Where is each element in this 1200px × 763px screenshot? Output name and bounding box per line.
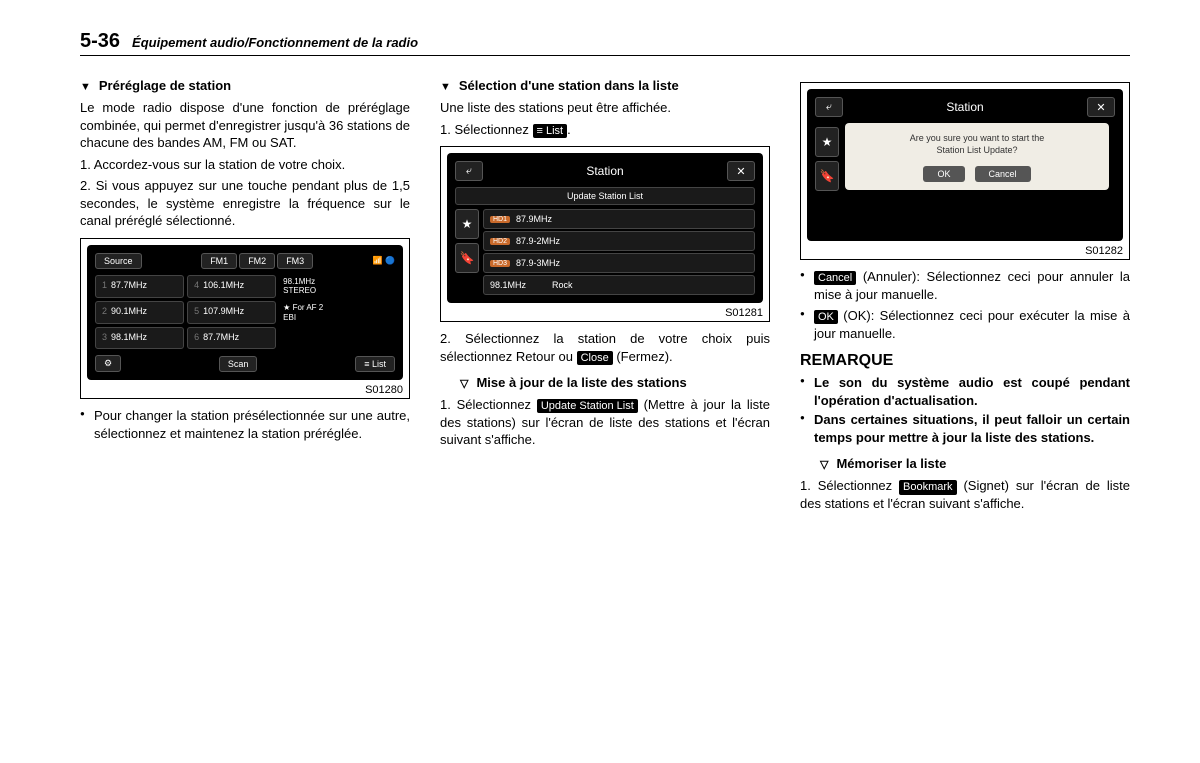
remarque-1: Le son du système audio est coupé pendan…: [800, 374, 1130, 409]
page-number: 5-36: [80, 30, 120, 53]
preset-desc: Le mode radio dispose d'une fonction de …: [80, 99, 410, 152]
screenshot-1-id: S01280: [87, 384, 403, 396]
station-title: Station: [946, 100, 983, 114]
list-inline-button: ≡ List: [533, 124, 568, 138]
screenshot-1-frame: Source FM1 FM2 FM3 📶 🔵 187.7MHz 4106.1MH…: [80, 238, 410, 399]
screenshot-2: ⤶ Station ✕ Update Station List ★ 🔖 HD18…: [447, 153, 763, 303]
cancel-button[interactable]: Cancel: [975, 166, 1031, 182]
station-title: Station: [586, 164, 623, 178]
preset-6[interactable]: 687.7MHz: [187, 327, 276, 349]
now-playing-info: 98.1MHz STEREO: [279, 275, 395, 298]
fm2-tab[interactable]: FM2: [239, 253, 275, 269]
fm3-tab[interactable]: FM3: [277, 253, 313, 269]
preset-step1: 1. Accordez-vous sur la station de votre…: [80, 156, 410, 174]
ok-inline-button: OK: [814, 310, 838, 324]
preset-3[interactable]: 398.1MHz: [95, 327, 184, 349]
column-3: ⤶ Station ✕ ★ 🔖 Are you sure you want to…: [800, 74, 1130, 516]
preset-4[interactable]: 4106.1MHz: [187, 275, 276, 298]
ok-button[interactable]: OK: [923, 166, 964, 182]
dialog-message: Are you sure you want to start the Stati…: [853, 133, 1101, 156]
select-list-title: Sélection d'une station dans la liste: [440, 78, 770, 93]
preset-change-note: Pour changer la station présélectionnée …: [80, 407, 410, 442]
back-button[interactable]: ⤶: [815, 97, 843, 117]
header-title: Équipement audio/Fonctionnement de la ra…: [132, 35, 418, 50]
select-list-step2: 2. Sélectionnez la station de votre choi…: [440, 330, 770, 365]
remarque-2: Dans certaines situations, il peut fallo…: [800, 411, 1130, 446]
columns: Préréglage de station Le mode radio disp…: [80, 74, 1130, 516]
close-inline-button: Close: [577, 351, 613, 365]
update-station-list-button[interactable]: Update Station List: [455, 187, 755, 205]
back-button[interactable]: ⤶: [455, 161, 483, 181]
confirm-dialog: Are you sure you want to start the Stati…: [845, 123, 1109, 190]
station-row[interactable]: HD287.9-2MHz: [483, 231, 755, 251]
ok-desc: OK (OK): Sélectionnez ceci pour exécuter…: [800, 307, 1130, 342]
station-row[interactable]: HD387.9-3MHz: [483, 253, 755, 273]
screenshot-2-frame: ⤶ Station ✕ Update Station List ★ 🔖 HD18…: [440, 146, 770, 322]
preset-1[interactable]: 187.7MHz: [95, 275, 184, 298]
update-inline-button: Update Station List: [537, 399, 638, 413]
update-list-title: Mise à jour de la liste des stations: [440, 375, 770, 390]
preset-5[interactable]: 5107.9MHz: [187, 301, 276, 324]
update-list-step1: 1. Sélectionnez Update Station List (Met…: [440, 396, 770, 449]
station-row[interactable]: HD187.9MHz: [483, 209, 755, 229]
cancel-desc: Cancel (Annuler): Sélectionnez ceci pour…: [800, 268, 1130, 303]
list-button[interactable]: ≡ List: [355, 356, 395, 372]
page: 5-36 Équipement audio/Fonctionnement de …: [0, 0, 1200, 546]
favorites-tab[interactable]: ★: [455, 209, 479, 239]
select-list-desc: Une liste des stations peut être affiché…: [440, 99, 770, 117]
select-list-step1: 1. Sélectionnez ≡ List.: [440, 121, 770, 139]
bookmark-tab[interactable]: 🔖: [815, 161, 839, 191]
column-2: Sélection d'une station dans la liste Un…: [440, 74, 770, 516]
now-playing-af: ★ For AF 2 EBI: [279, 301, 395, 324]
preset-step2: 2. Si vous appuyez sur une touche pendan…: [80, 177, 410, 230]
preset-2[interactable]: 290.1MHz: [95, 301, 184, 324]
station-list: HD187.9MHz HD287.9-2MHz HD387.9-3MHz 98.…: [483, 209, 755, 295]
memorize-step1: 1. Sélectionnez Bookmark (Signet) sur l'…: [800, 477, 1130, 512]
status-icons: 📶 🔵: [373, 256, 395, 265]
close-button[interactable]: ✕: [727, 161, 755, 181]
memorize-title: Mémoriser la liste: [800, 456, 1130, 471]
preset-title: Préréglage de station: [80, 78, 410, 93]
station-row[interactable]: 98.1MHzRock: [483, 275, 755, 295]
settings-button[interactable]: ⚙: [95, 355, 121, 372]
bookmark-inline-button: Bookmark: [899, 480, 957, 494]
close-button[interactable]: ✕: [1087, 97, 1115, 117]
source-button[interactable]: Source: [95, 253, 142, 269]
favorites-tab[interactable]: ★: [815, 127, 839, 157]
screenshot-3-frame: ⤶ Station ✕ ★ 🔖 Are you sure you want to…: [800, 82, 1130, 260]
remarque-heading: REMARQUE: [800, 352, 1130, 370]
bookmark-tab[interactable]: 🔖: [455, 243, 479, 273]
screenshot-3: ⤶ Station ✕ ★ 🔖 Are you sure you want to…: [807, 89, 1123, 241]
scan-button[interactable]: Scan: [219, 356, 258, 372]
page-header: 5-36 Équipement audio/Fonctionnement de …: [80, 30, 1130, 56]
screenshot-3-id: S01282: [807, 245, 1123, 257]
screenshot-2-id: S01281: [447, 307, 763, 319]
column-1: Préréglage de station Le mode radio disp…: [80, 74, 410, 516]
fm1-tab[interactable]: FM1: [201, 253, 237, 269]
screenshot-1: Source FM1 FM2 FM3 📶 🔵 187.7MHz 4106.1MH…: [87, 245, 403, 380]
cancel-inline-button: Cancel: [814, 271, 856, 285]
